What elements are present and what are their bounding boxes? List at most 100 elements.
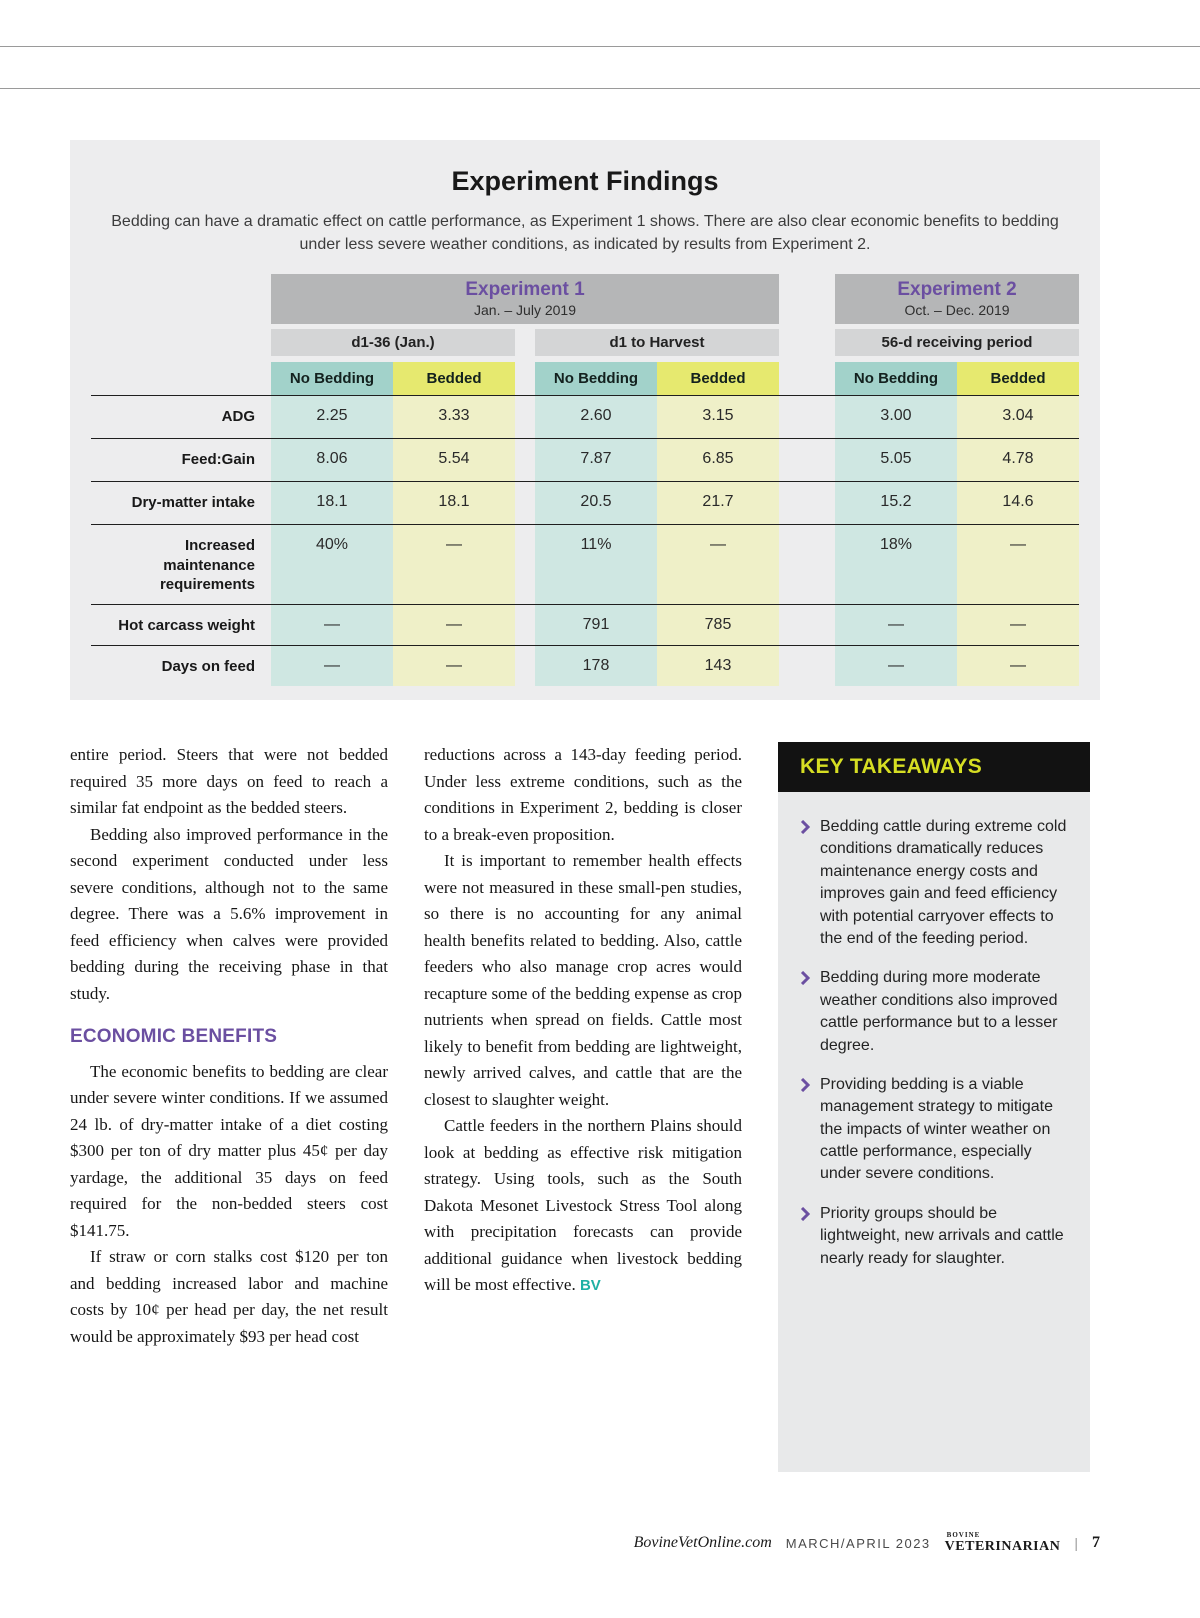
no-bedding-header: No Bedding [535,362,657,396]
experiment-header-row: Experiment 1 Jan. – July 2019 Experiment… [91,274,1079,325]
row-label: Days on feed [161,658,255,676]
takeaway-text: Bedding during more moderate weather con… [820,969,1058,1054]
paragraph-text: Cattle feeders in the northern Plains sh… [424,1116,742,1295]
table-cell: 3.33 [393,396,515,439]
header-rule [0,88,1200,89]
no-bedding-header: No Bedding [271,362,393,396]
row-label: Feed:Gain [181,451,255,469]
takeaway-text: Bedding cattle during extreme cold condi… [820,818,1067,947]
table-cell: 2.60 [535,396,657,439]
table-cell: 15.2 [835,482,957,525]
table-cell: 3.04 [957,396,1079,439]
table-cell: 7.87 [535,439,657,482]
bedded-header: Bedded [393,362,515,396]
key-takeaways-list: Bedding cattle during extreme cold condi… [778,792,1090,1270]
table-cell: 5.54 [393,439,515,482]
paragraph: It is important to remember health effec… [424,851,742,1109]
table-cell: 791 [535,605,657,646]
column-header-row: No Bedding Bedded No Bedding Bedded No B… [91,362,1079,396]
subgroup-d1-36: d1-36 (Jan.) [271,329,515,357]
experiment-1-dates: Jan. – July 2019 [474,302,576,319]
no-bedding-header: No Bedding [835,362,957,396]
table-cell: 20.5 [535,482,657,525]
bedded-header: Bedded [957,362,1079,396]
experiment-2-label: Experiment 2 [897,279,1017,301]
website-link[interactable]: BovineVetOnline.com [633,1534,772,1551]
table-cell: 3.00 [835,396,957,439]
table-cell: — [393,646,515,687]
paragraph: entire period. Steers that were not bedd… [70,745,388,818]
panel-intro: Bedding can have a dramatic effect on ca… [111,213,1059,254]
table-cell: 178 [535,646,657,687]
table-cell: 14.6 [957,482,1079,525]
paragraph: reductions across a 143-day feeding peri… [424,745,742,844]
table-cell: — [957,605,1079,646]
table-row-feed-gain: Feed:Gain 8.06 5.54 7.87 6.85 5.05 4.78 [91,438,1079,482]
takeaway-item: Bedding cattle during extreme cold condi… [800,816,1068,950]
table-cell: 143 [657,646,779,687]
table-cell: — [657,525,779,605]
subgroup-row: d1-36 (Jan.) d1 to Harvest 56-d receivin… [91,329,1079,357]
table-cell: — [393,605,515,646]
economic-benefits-heading: ECONOMIC BENEFITS [70,1026,278,1048]
subgroup-d1-harvest: d1 to Harvest [535,329,779,357]
experiment-findings-panel: Experiment Findings Bedding can have a d… [70,140,1100,700]
table-cell: 11% [535,525,657,605]
chevron-bullet-icon [800,1077,811,1186]
takeaway-text: Providing bedding is a viable management… [820,1075,1054,1183]
key-takeaways-title: KEY TAKEAWAYS [778,742,1090,792]
table-cell: 3.15 [657,396,779,439]
paragraph: If straw or corn stalks cost $120 per to… [70,1247,388,1346]
table-cell: — [271,605,393,646]
logo-veterinarian-text: VETERINARIAN [944,1539,1061,1554]
table-cell: — [393,525,515,605]
table-cell: 21.7 [657,482,779,525]
experiment-2-header: Experiment 2 Oct. – Dec. 2019 [835,274,1079,325]
chevron-bullet-icon [800,970,811,1057]
paragraph: Bedding also improved performance in the… [70,824,388,1003]
takeaway-item: Bedding during more moderate weather con… [800,967,1068,1057]
experiment-1-label: Experiment 1 [465,279,585,301]
table-cell: — [957,646,1079,687]
table-cell: 4.78 [957,439,1079,482]
table-cell: 8.06 [271,439,393,482]
experiment-2-dates: Oct. – Dec. 2019 [904,302,1010,319]
paragraph: Cattle feeders in the northern Plains sh… [424,1113,742,1299]
table-row-carcass-weight: Hot carcass weight — — 791 785 — — [91,604,1079,646]
findings-table: Experiment 1 Jan. – July 2019 Experiment… [91,274,1079,687]
takeaway-item: Priority groups should be lightweight, n… [800,1203,1068,1270]
subgroup-receiving: 56-d receiving period [835,329,1079,357]
table-row-dry-matter: Dry-matter intake 18.1 18.1 20.5 21.7 15… [91,481,1079,525]
table-row-days-on-feed: Days on feed — — 178 143 — — [91,645,1079,687]
chevron-bullet-icon [800,819,811,950]
article-body: entire period. Steers that were not bedd… [70,742,1100,1472]
top-rule [0,46,1200,47]
text-column-2: reductions across a 143-day feeding peri… [424,742,742,1472]
table-row-adg: ADG 2.25 3.33 2.60 3.15 3.00 3.04 [91,395,1079,439]
row-label: Increased maintenance requirements [159,537,255,594]
page-footer: BovineVetOnline.com MARCH/APRIL 2023 BOV… [634,1532,1100,1554]
bedded-header: Bedded [657,362,779,396]
footer-divider: | [1074,1535,1078,1551]
table-cell: 5.05 [835,439,957,482]
table-row-maintenance: Increased maintenance requirements 40% —… [91,524,1079,605]
key-takeaways-sidebar: KEY TAKEAWAYS Bedding cattle during extr… [778,742,1090,1472]
text-column-1: entire period. Steers that were not bedd… [70,742,388,1472]
panel-title: Experiment Findings [451,166,719,196]
takeaway-text: Priority groups should be lightweight, n… [820,1204,1064,1267]
paragraph: The economic benefits to bedding are cle… [70,1061,388,1240]
table-cell: 18.1 [393,482,515,525]
table-cell: — [957,525,1079,605]
row-label: Hot carcass weight [118,617,255,635]
bovine-veterinarian-logo: BOVINE VETERINARIAN [945,1532,1061,1554]
row-label: Dry-matter intake [131,494,255,512]
row-label: ADG [221,408,255,426]
table-cell: 2.25 [271,396,393,439]
page-number: 7 [1092,1534,1100,1551]
experiment-1-header: Experiment 1 Jan. – July 2019 [271,274,779,325]
chevron-bullet-icon [800,1206,811,1270]
logo-bovine-text: BOVINE [946,1531,981,1539]
takeaway-item: Providing bedding is a viable management… [800,1074,1068,1186]
table-cell: — [835,646,957,687]
